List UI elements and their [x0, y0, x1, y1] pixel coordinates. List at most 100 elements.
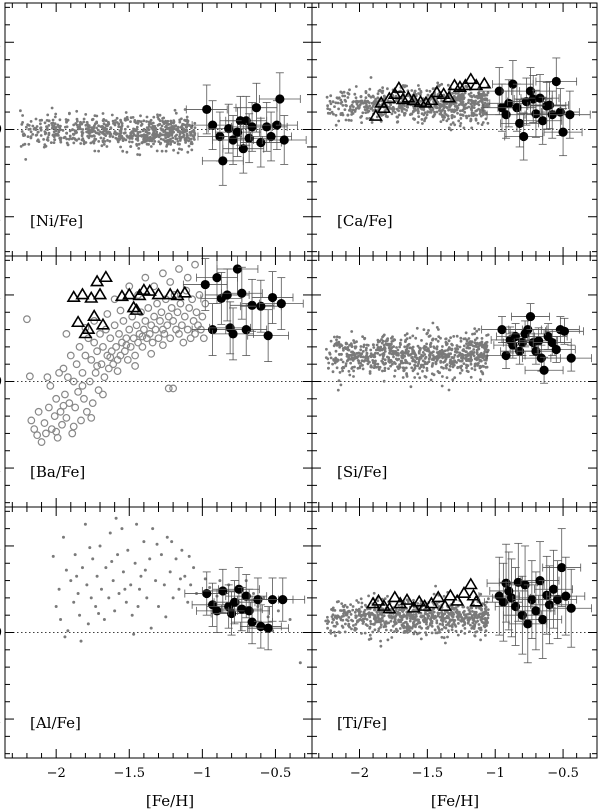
field-star-point: [334, 123, 338, 127]
ba-star-point: [96, 329, 104, 338]
field-star-point: [79, 142, 83, 145]
field-star-point: [485, 334, 488, 337]
field-star-point: [422, 346, 425, 350]
cluster-star-point: [528, 94, 538, 104]
field-star-point: [466, 606, 470, 609]
field-star-point: [344, 364, 348, 368]
field-star-point: [375, 115, 379, 119]
field-star-point: [412, 368, 416, 371]
field-star-point: [483, 350, 486, 354]
panel-4: −101−2−1.5−1−0.5[Al/Fe]: [0, 506, 313, 781]
field-star-point: [477, 362, 480, 365]
field-star-point: [476, 356, 480, 360]
field-star-point: [365, 117, 369, 120]
field-star-point: [451, 343, 454, 347]
field-star-point: [448, 364, 452, 368]
data-point: [298, 661, 302, 665]
field-star-point: [134, 129, 138, 133]
cluster-star-point: [262, 122, 272, 132]
field-star-point: [411, 624, 415, 628]
field-star-point: [377, 368, 381, 371]
field-star-point: [327, 366, 330, 370]
y-tick-label: 1: [0, 35, 2, 50]
field-star-point: [455, 361, 458, 364]
field-star-point: [158, 113, 162, 117]
field-star-point: [398, 627, 402, 630]
field-star-point: [473, 368, 477, 372]
ba-star-point: [175, 329, 183, 338]
field-star-point: [401, 607, 405, 611]
field-star-point: [348, 107, 352, 111]
field-star-point: [153, 124, 157, 128]
field-star-point: [412, 350, 416, 354]
field-star-point: [384, 114, 388, 118]
field-star-point: [57, 130, 61, 134]
field-star-point: [458, 351, 462, 355]
series-filled-circle-with-errorbars: [182, 256, 304, 362]
field-star-point: [446, 114, 450, 118]
field-star-point: [85, 130, 88, 134]
field-star-point: [481, 372, 485, 376]
field-star-point: [353, 108, 357, 112]
field-star-point: [45, 119, 49, 122]
field-star-point: [455, 350, 458, 354]
field-star-point: [448, 108, 452, 111]
field-star-point: [404, 620, 407, 624]
field-star-point: [104, 123, 108, 127]
field-star-point: [465, 359, 468, 362]
field-star-point: [415, 618, 419, 622]
field-star-point: [348, 373, 352, 377]
ba-star-point: [156, 317, 164, 325]
field-star-point: [382, 343, 386, 347]
field-star-point: [362, 343, 366, 347]
data-point: [91, 557, 95, 561]
panel-2: −101[Ba/Fe]: [0, 255, 313, 508]
ba-star-point: [138, 342, 147, 351]
field-star-point: [369, 352, 373, 355]
field-star-point: [383, 347, 387, 351]
ba-star-point: [110, 321, 119, 330]
field-star-point: [383, 362, 387, 366]
cluster-star-point: [247, 300, 257, 310]
field-star-point: [426, 616, 430, 620]
field-star-point: [411, 334, 415, 338]
data-point: [218, 579, 222, 583]
field-star-point: [40, 118, 43, 122]
field-star-point: [403, 107, 406, 111]
field-star-point: [364, 603, 367, 607]
field-star-point: [99, 136, 103, 140]
data-point: [85, 583, 89, 587]
field-star-point: [432, 592, 436, 596]
field-star-point: [59, 136, 62, 140]
data-point: [186, 600, 190, 604]
x-tick-label: −0.5: [547, 766, 579, 781]
data-point: [108, 531, 112, 535]
ba-star-point: [46, 381, 55, 390]
field-star-point: [77, 127, 81, 130]
cluster-star-point: [237, 288, 247, 298]
field-star-point: [369, 348, 373, 352]
field-star-point: [470, 108, 474, 112]
field-star-point: [164, 119, 168, 123]
field-star-point: [455, 344, 459, 347]
field-star-point: [474, 99, 477, 103]
field-star-point: [438, 630, 441, 634]
ba-star-point: [148, 338, 157, 347]
field-star-point: [165, 121, 168, 125]
series-filled-circle-with-errorbars: [184, 567, 306, 651]
field-star-point: [420, 339, 423, 342]
field-star-point: [478, 364, 482, 368]
field-star-point: [447, 629, 450, 633]
field-star-point: [440, 365, 443, 369]
ba-star-point: [145, 329, 154, 338]
field-star-point: [344, 341, 348, 345]
series-small-gray-dot: [19, 106, 197, 161]
field-star-point: [136, 130, 140, 134]
data-point: [80, 566, 84, 570]
ba-star-point: [131, 351, 140, 360]
field-star-point: [465, 106, 469, 110]
field-star-point: [129, 145, 133, 148]
field-star-point: [27, 142, 31, 146]
field-star-point: [408, 362, 412, 366]
field-star-point: [438, 106, 442, 110]
